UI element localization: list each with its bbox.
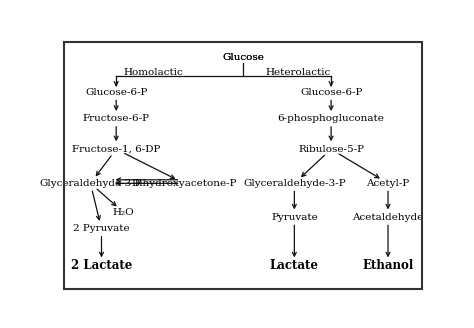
Text: Glucose-6-P: Glucose-6-P [85, 88, 147, 97]
Text: Heterolactic: Heterolactic [265, 68, 331, 77]
Text: Fructose-6-P: Fructose-6-P [82, 114, 150, 123]
Text: Glyceraldehyde-3-P: Glyceraldehyde-3-P [243, 179, 346, 188]
Text: Lactate: Lactate [270, 259, 319, 272]
Text: Acetaldehyde: Acetaldehyde [352, 213, 424, 222]
Text: Ribulose-5-P: Ribulose-5-P [298, 145, 364, 154]
Text: Glucose-6-P: Glucose-6-P [300, 88, 362, 97]
Text: Glucose: Glucose [222, 52, 264, 62]
Text: 2 Lactate: 2 Lactate [71, 259, 132, 272]
Text: Ethanol: Ethanol [363, 259, 414, 272]
Text: H₂O: H₂O [113, 208, 135, 217]
Text: Homolactic: Homolactic [123, 68, 183, 77]
Text: Glyceraldehyde-3-P: Glyceraldehyde-3-P [39, 179, 142, 188]
Text: Acetyl-P: Acetyl-P [366, 179, 410, 188]
Text: Glucose: Glucose [222, 52, 264, 62]
Text: 6-phosphogluconate: 6-phosphogluconate [278, 114, 384, 123]
Text: Pyruvate: Pyruvate [271, 213, 318, 222]
Text: Fructose-1, 6-DP: Fructose-1, 6-DP [72, 145, 160, 154]
Text: 2 Pyruvate: 2 Pyruvate [73, 224, 130, 233]
Text: Dihydroxyacetone-P: Dihydroxyacetone-P [131, 179, 237, 188]
